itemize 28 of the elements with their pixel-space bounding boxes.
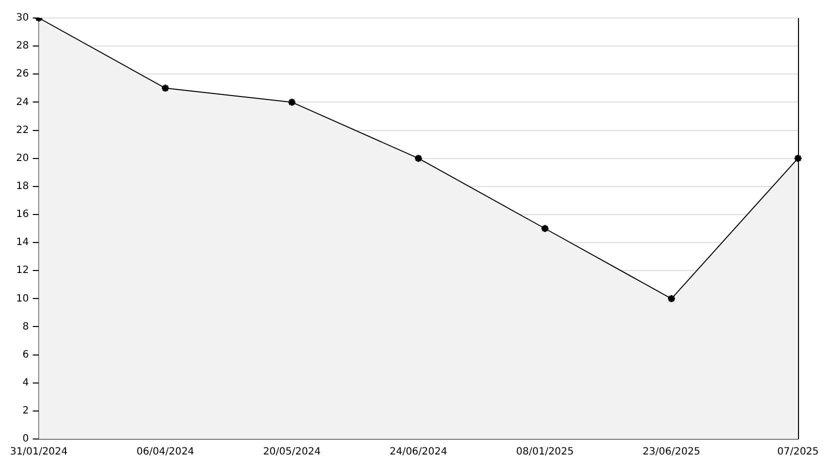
point bbox=[666, 294, 676, 304]
y-tick-label: 30 bbox=[16, 12, 29, 24]
x-tick-label: 23/06/2025 bbox=[642, 446, 700, 458]
x-tick-label: 08/01/2025 bbox=[516, 446, 574, 458]
y-tick-label: 28 bbox=[16, 40, 29, 52]
y-tick-label: 22 bbox=[16, 124, 29, 136]
y-tick-label: 10 bbox=[16, 293, 29, 304]
y-tick-label: 26 bbox=[16, 68, 29, 80]
x-tick-label: 07/2025 bbox=[777, 446, 819, 458]
y-tick-label: 4 bbox=[22, 377, 29, 388]
x-tick-label: 31/01/2024 bbox=[10, 446, 68, 458]
y-tick-label: 24 bbox=[16, 96, 29, 108]
y-tick-label: 16 bbox=[16, 209, 29, 220]
x-tick-label: 20/05/2024 bbox=[263, 446, 321, 458]
y-tick-label: 18 bbox=[16, 180, 29, 192]
y-tick-label: 14 bbox=[16, 237, 29, 248]
y-tick-label: 2 bbox=[22, 406, 29, 417]
y-tick-label: 20 bbox=[16, 152, 29, 164]
point bbox=[287, 98, 296, 107]
y-tick-label: 12 bbox=[16, 265, 29, 276]
y-tick-label: 6 bbox=[22, 349, 29, 360]
y-tick-label: 0 bbox=[22, 434, 29, 445]
point bbox=[414, 154, 423, 163]
y-tick-label: 8 bbox=[22, 321, 29, 332]
point bbox=[160, 84, 170, 93]
point bbox=[540, 224, 550, 233]
x-tick-label: 06/04/2024 bbox=[136, 446, 194, 458]
x-tick-label: 24/06/2024 bbox=[390, 446, 448, 458]
